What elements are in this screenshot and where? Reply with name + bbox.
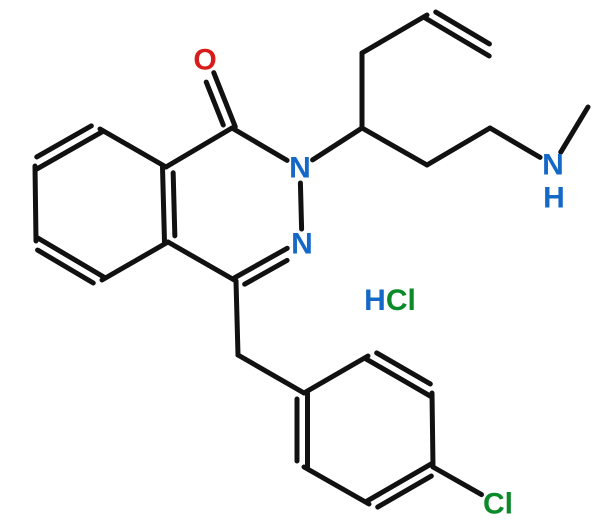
bond xyxy=(304,467,369,504)
bond xyxy=(232,128,287,160)
bond xyxy=(102,242,168,280)
bond xyxy=(100,129,166,167)
atom-label-N: N xyxy=(289,152,311,185)
bond xyxy=(313,128,362,160)
atom-label-N: N xyxy=(542,149,564,182)
bond xyxy=(166,128,232,167)
atom-label-O: O xyxy=(193,44,216,77)
bond xyxy=(300,183,301,229)
bond xyxy=(427,128,490,165)
structure-diagram: ONNClNHHCl xyxy=(0,0,600,523)
bond xyxy=(490,128,540,157)
bond xyxy=(433,467,481,495)
bond xyxy=(35,166,36,241)
bond xyxy=(163,167,165,242)
hcl-Cl: Cl xyxy=(386,284,416,317)
bond xyxy=(173,173,175,236)
hcl-H: H xyxy=(364,284,386,317)
bond xyxy=(168,242,236,281)
bond xyxy=(236,281,238,355)
bond xyxy=(432,393,433,467)
bond xyxy=(362,128,427,165)
bond xyxy=(245,260,287,284)
bond xyxy=(561,107,588,152)
atom-label-N: N xyxy=(291,228,313,261)
atom-label-Cl: Cl xyxy=(483,488,513,521)
atom-label-H: H xyxy=(543,182,565,215)
bond xyxy=(304,356,368,393)
hcl-label: HCl xyxy=(364,284,416,317)
bond xyxy=(362,15,427,53)
bond xyxy=(238,355,304,393)
bond xyxy=(214,73,235,127)
